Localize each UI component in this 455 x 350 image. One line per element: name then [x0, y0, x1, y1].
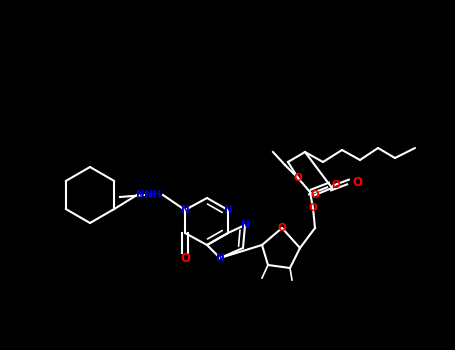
- Text: O: O: [331, 180, 340, 190]
- Text: O: O: [278, 223, 286, 233]
- Text: N: N: [181, 205, 189, 215]
- Text: O: O: [293, 173, 303, 183]
- Text: O: O: [352, 175, 362, 189]
- Text: N: N: [241, 220, 249, 230]
- Text: O: O: [311, 190, 319, 200]
- Text: O: O: [180, 252, 190, 265]
- Text: N: N: [216, 253, 224, 263]
- Text: NH: NH: [136, 190, 154, 200]
- Text: N: N: [216, 253, 224, 263]
- Text: N: N: [223, 205, 233, 215]
- Text: NH: NH: [144, 190, 162, 200]
- Text: O: O: [308, 203, 318, 213]
- Text: N: N: [241, 220, 249, 230]
